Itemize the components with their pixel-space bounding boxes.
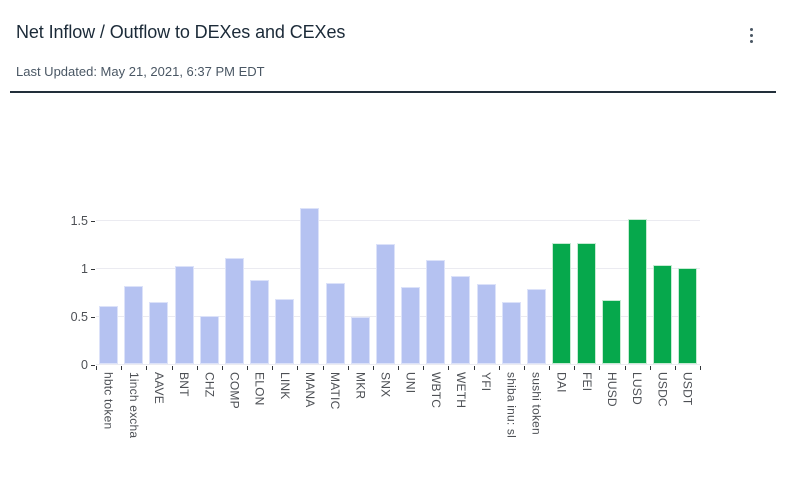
kebab-dot xyxy=(750,34,753,37)
x-tick-mark xyxy=(247,365,248,370)
header-divider xyxy=(10,91,776,93)
bar-weth[interactable] xyxy=(451,276,471,365)
x-tick-mark xyxy=(398,365,399,370)
x-axis-label-wbtc: WBTC xyxy=(428,371,443,408)
y-tick-mark xyxy=(91,316,95,318)
x-axis-label-dai: DAI xyxy=(554,371,569,393)
x-axis-label-fei: FEI xyxy=(579,371,594,391)
x-axis-label-snx: SNX xyxy=(378,371,393,397)
bar-chart: 0 0.5 1 1.5 hbtc token 1inch excha AAVE BNT CHZ C… xyxy=(0,93,785,481)
x-tick-mark xyxy=(549,365,550,370)
y-tick-mark xyxy=(91,268,95,270)
bar-usdc[interactable] xyxy=(652,264,672,365)
x-tick-mark xyxy=(221,365,223,370)
x-tick-mark xyxy=(171,365,173,370)
bar-wbtc[interactable] xyxy=(426,259,446,365)
bar-husd[interactable] xyxy=(602,300,622,365)
x-axis-label-lusd: LUSD xyxy=(630,371,645,405)
x-tick-mark xyxy=(322,365,324,370)
x-tick-mark xyxy=(448,365,450,370)
x-axis-label-husd: HUSD xyxy=(604,371,619,407)
bar-elon[interactable] xyxy=(250,280,270,365)
gridline-0.5 xyxy=(96,316,700,317)
bar-bnt[interactable] xyxy=(174,265,194,365)
x-axis-label-usdc: USDC xyxy=(655,371,670,407)
x-axis-label-usdt: USDT xyxy=(680,371,695,405)
x-tick-mark xyxy=(523,365,525,370)
x-tick-mark xyxy=(272,365,274,370)
bar-fei[interactable] xyxy=(577,242,597,365)
x-tick-mark xyxy=(498,365,500,370)
x-tick-mark xyxy=(372,365,374,370)
x-axis-label-matic: MATIC xyxy=(328,371,343,409)
x-tick-mark xyxy=(649,365,651,370)
gridline-1 xyxy=(96,268,700,269)
x-axis-label-comp: COMP xyxy=(227,371,242,409)
y-axis-label: 0.5 xyxy=(70,309,88,324)
bar-chz[interactable] xyxy=(199,315,219,365)
bar-link[interactable] xyxy=(275,299,295,365)
x-axis-label-shiba-inu-sl: shiba inu: sl xyxy=(504,371,519,438)
bar-mana[interactable] xyxy=(300,208,320,365)
bar-sushi-token[interactable] xyxy=(526,288,546,365)
bar-snx[interactable] xyxy=(375,243,395,365)
kebab-menu-icon[interactable] xyxy=(744,24,759,47)
x-axis-label-bnt: BNT xyxy=(177,371,192,397)
x-tick-mark xyxy=(599,365,601,370)
y-tick-mark xyxy=(91,364,95,366)
x-tick-mark xyxy=(347,365,349,370)
x-axis-label-yfi: YFI xyxy=(479,371,494,391)
card-header: Net Inflow / Outflow to DEXes and CEXes xyxy=(0,0,785,47)
last-updated-text: Last Updated: May 21, 2021, 6:37 PM EDT xyxy=(16,64,265,79)
x-tick-mark xyxy=(96,365,97,370)
x-tick-mark xyxy=(624,365,626,370)
bar-usdt[interactable] xyxy=(677,267,697,365)
x-tick-mark xyxy=(473,365,475,370)
kebab-dot xyxy=(750,40,753,43)
x-axis-label-hbtc-token: hbtc token xyxy=(101,371,116,429)
y-axis-label: 1.5 xyxy=(70,213,88,228)
kebab-dot xyxy=(750,28,753,31)
x-tick-mark xyxy=(196,365,198,370)
bar-dai[interactable] xyxy=(552,242,572,365)
x-tick-mark xyxy=(574,365,576,370)
x-axis-label-uni: UNI xyxy=(403,371,418,393)
x-tick-mark xyxy=(674,365,676,370)
page-title: Net Inflow / Outflow to DEXes and CEXes xyxy=(16,22,346,42)
gridline-0 xyxy=(96,364,700,365)
x-axis-label-link: LINK xyxy=(277,371,292,399)
x-axis-label-aave: AAVE xyxy=(151,371,166,404)
x-tick-mark xyxy=(297,365,299,370)
bar-matic[interactable] xyxy=(325,282,345,365)
bar-1inch-excha[interactable] xyxy=(124,285,144,365)
x-tick-mark xyxy=(121,365,123,370)
bar-uni[interactable] xyxy=(401,286,421,365)
y-tick-mark xyxy=(91,220,95,222)
bar-comp[interactable] xyxy=(224,257,244,365)
x-axis-label-mkr: MKR xyxy=(353,371,368,399)
x-axis-label-sushi-token: sushi token xyxy=(529,371,544,435)
x-axis-label-weth: WETH xyxy=(453,371,468,408)
x-axis-label-1inch-excha: 1inch excha xyxy=(126,371,141,438)
bar-yfi[interactable] xyxy=(476,283,496,365)
y-axis-label: 1 xyxy=(81,261,88,276)
x-tick-mark xyxy=(146,365,148,370)
bar-hbtc-token[interactable] xyxy=(99,305,119,365)
x-tick-mark xyxy=(700,365,701,370)
x-axis-label-elon: ELON xyxy=(252,371,267,405)
bar-lusd[interactable] xyxy=(627,218,647,365)
gridline-1.5 xyxy=(96,220,700,221)
y-axis-label: 0 xyxy=(81,357,88,372)
bar-aave[interactable] xyxy=(149,302,169,365)
x-axis-label-chz: CHZ xyxy=(202,371,217,397)
x-tick-mark xyxy=(423,365,425,370)
bar-mkr[interactable] xyxy=(350,317,370,365)
bar-shiba-inu-sl[interactable] xyxy=(501,302,521,365)
x-axis-label-mana: MANA xyxy=(302,371,317,407)
